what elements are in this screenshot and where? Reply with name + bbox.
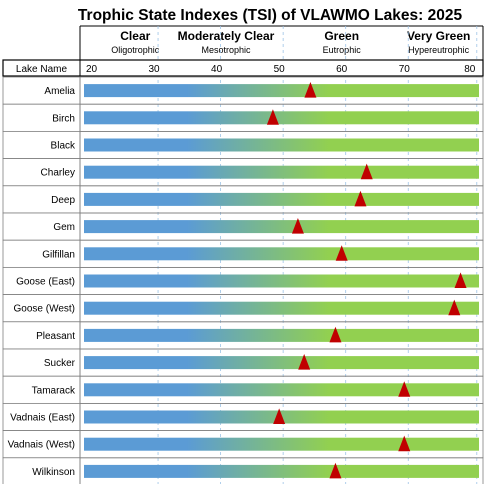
lake-name-cell [2, 321, 81, 350]
tsi-gradient-bar [84, 192, 479, 206]
lake-row: Goose (West) [2, 294, 484, 323]
tsi-marker [398, 435, 411, 452]
lake-row: Gem [2, 212, 484, 241]
tsi-marker [298, 354, 311, 370]
tsi-marker [329, 462, 342, 479]
tsi-marker [360, 163, 373, 180]
tsi-gradient-bar [84, 247, 479, 261]
lake-name-cell [2, 212, 81, 241]
tsi-marker [454, 272, 467, 288]
lake-row: Deep [2, 185, 484, 214]
lake-bar-cell [79, 457, 484, 484]
lake-row: Amelia [2, 76, 484, 105]
lake-name-label: Goose (East) [16, 277, 75, 288]
lake-name-label: Sucker [44, 358, 76, 369]
lake-name-label: Birch [52, 113, 75, 124]
lake-name-label: Gem [53, 222, 75, 233]
category-title: Moderately Clear [178, 29, 275, 43]
tsi-gradient-bar [84, 328, 479, 342]
category-subtitle: Mesotrophic [201, 45, 251, 55]
tsi-gradient-bar [84, 84, 479, 98]
lake-name-cell [2, 430, 81, 459]
category-subtitle: Hypereutrophic [408, 45, 470, 55]
tsi-gradient-bar [84, 220, 479, 234]
tsi-gradient-bar [84, 165, 479, 179]
lake-row: Goose (East) [2, 266, 484, 295]
lake-name-header: Lake Name [16, 64, 68, 75]
trophic-category-header: Clear Oligotrophic Moderately Clear Mesotro… [79, 25, 484, 60]
lake-name-label: Vadnais (West) [8, 440, 75, 451]
x-tick-label: 30 [148, 64, 160, 75]
lake-name-label: Pleasant [36, 331, 75, 342]
lake-row: Wilkinson [2, 457, 484, 484]
lake-name-label: Goose (West) [14, 304, 76, 315]
lake-name-label: Wilkinson [32, 467, 75, 478]
lake-name-label: Vadnais (East) [10, 413, 75, 424]
category-subtitle: Eutrophic [323, 45, 362, 55]
tsi-marker [335, 245, 348, 261]
tsi-marker [329, 326, 342, 343]
lake-name-cell [2, 185, 81, 214]
tsi-gradient-bar [84, 383, 479, 397]
tsi-gradient-bar [84, 356, 479, 370]
tsi-gradient-bar [84, 301, 479, 315]
tsi-marker [304, 82, 317, 98]
lake-name-cell [2, 103, 81, 132]
tsi-marker [354, 190, 367, 207]
x-tick-label: 40 [211, 64, 223, 75]
category-title: Very Green [407, 29, 470, 43]
x-tick-label: 20 [86, 64, 98, 75]
lake-name-cell [2, 239, 81, 268]
tsi-marker [273, 408, 286, 424]
lake-row: Tamarack [2, 375, 484, 404]
chart-title: Trophic State Indexes (TSI) of VLAWMO La… [78, 7, 463, 24]
category-subtitle: Oligotrophic [111, 45, 160, 55]
tsi-marker [448, 299, 461, 316]
lake-row: Charley [2, 158, 484, 187]
tsi-gradient-bar [84, 111, 479, 125]
category-title: Green [324, 29, 359, 43]
lake-name-cell [2, 348, 81, 377]
lake-name-label: Deep [51, 195, 75, 206]
lake-row: Vadnais (East) [2, 402, 484, 431]
tsi-marker [398, 381, 411, 397]
tsi-marker [291, 218, 304, 234]
x-tick-label: 70 [399, 64, 411, 75]
lake-row: Sucker [2, 348, 484, 377]
lake-name-cell [2, 402, 81, 431]
lake-name-label: Amelia [44, 86, 75, 97]
lake-name-cell [2, 375, 81, 404]
lake-row: Black [2, 130, 484, 159]
lake-name-label: Black [51, 141, 76, 152]
lake-name-cell [2, 294, 81, 323]
lake-name-label: Gilfillan [42, 249, 75, 260]
lake-row: Birch [2, 103, 484, 132]
axis-header-row: Lake Name 20 30 40 50 60 70 80 [2, 59, 484, 77]
x-tick-label: 50 [274, 64, 286, 75]
tsi-gradient-bar [84, 464, 479, 478]
tsi-gradient-bar [84, 274, 479, 288]
tsi-marker [266, 109, 279, 125]
category-title: Clear [120, 29, 150, 43]
x-tick-label: 80 [464, 64, 476, 75]
tsi-gradient-bar [84, 437, 479, 451]
lake-name-cell [2, 457, 81, 484]
lake-name-cell [2, 158, 81, 187]
lake-name-label: Charley [41, 168, 75, 179]
lake-row: Pleasant [2, 321, 484, 350]
lake-row: Vadnais (West) [2, 430, 484, 459]
axis-row-frame [2, 59, 484, 77]
lake-row: Gilfillan [2, 239, 484, 268]
lake-name-label: Tamarack [32, 385, 76, 396]
tsi-gradient-bar [84, 138, 479, 152]
lake-rows: Amelia Birch Black Charley Deep Gem Gilfillan G… [2, 76, 484, 484]
x-tick-label: 60 [336, 64, 348, 75]
lake-name-cell [2, 266, 81, 295]
